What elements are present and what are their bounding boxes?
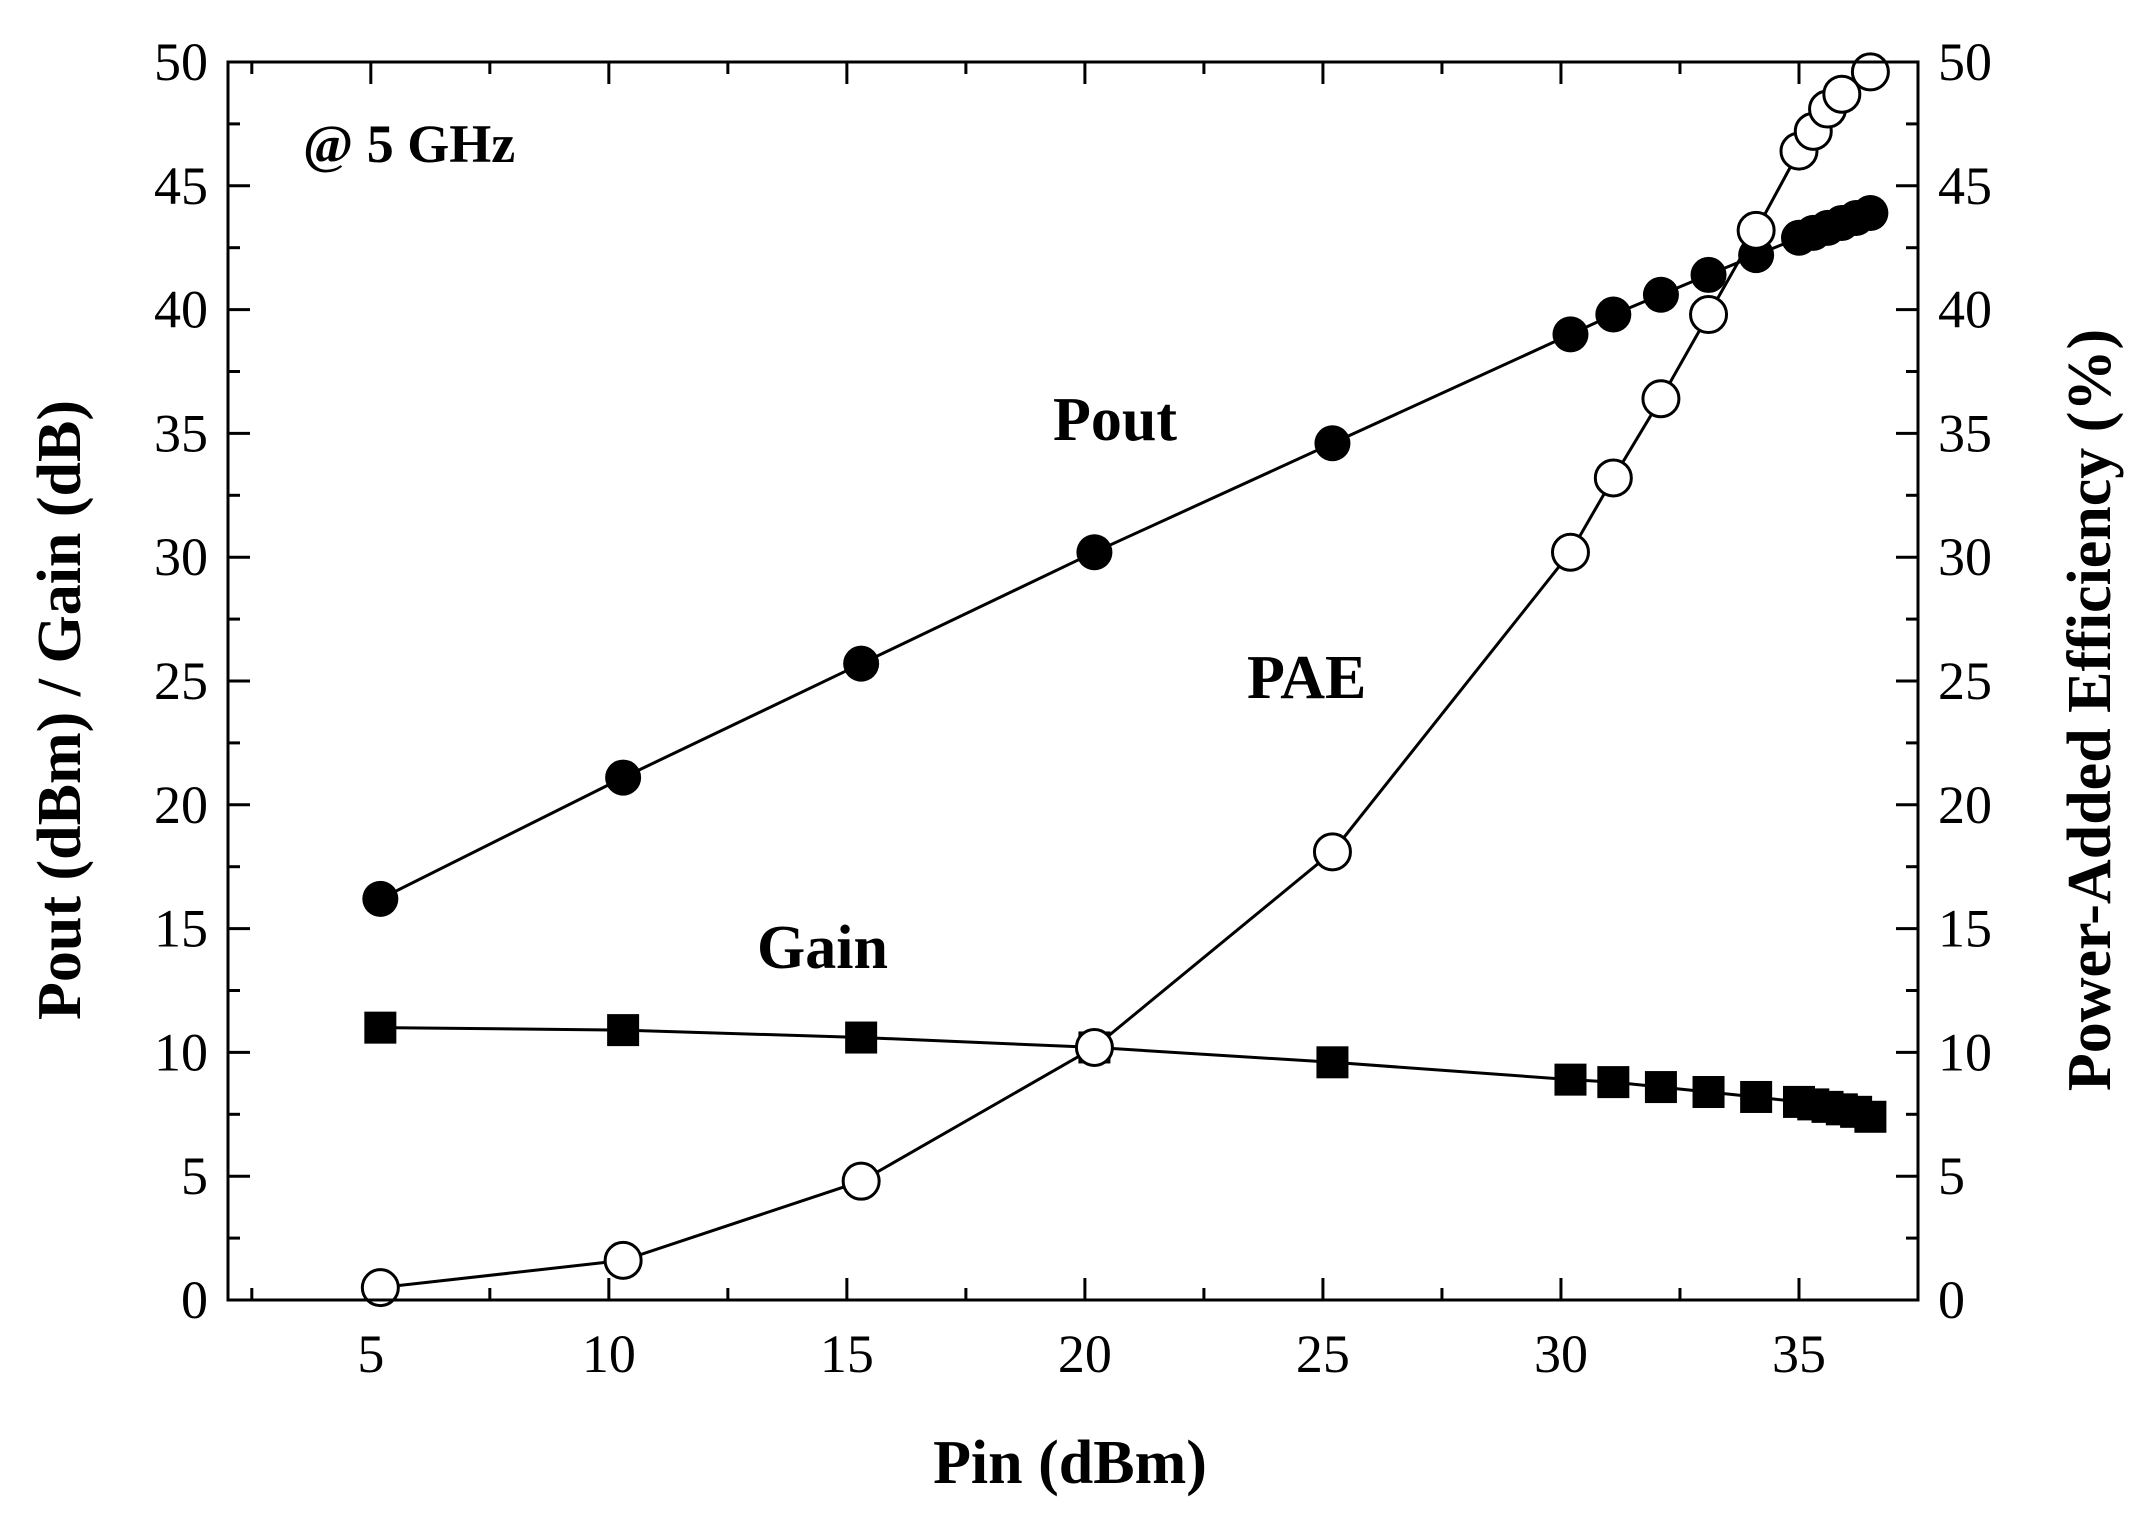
series-line-pout xyxy=(379,211,1871,901)
data-point-pout xyxy=(1690,256,1727,293)
y2-axis-title: Power-Added Efficiency (%) xyxy=(2056,329,2124,1091)
data-point-pae xyxy=(1550,532,1590,572)
data-point-pae xyxy=(841,1161,881,1201)
y2-tick-label: 25 xyxy=(1938,651,1992,711)
data-point-pae xyxy=(603,1240,643,1280)
data-point-gain xyxy=(1316,1046,1349,1079)
y-tick-label: 35 xyxy=(154,403,208,463)
data-point-gain xyxy=(1597,1066,1630,1099)
data-point-gain xyxy=(1644,1071,1677,1104)
x-tick-label: 5 xyxy=(357,1324,384,1384)
y2-tick-label: 50 xyxy=(1938,32,1992,92)
y-tick-label: 15 xyxy=(154,899,208,959)
y-tick-label: 10 xyxy=(154,1022,208,1082)
data-point-pae xyxy=(1850,52,1890,92)
y-tick-label: 50 xyxy=(154,32,208,92)
series-label-pae: PAE xyxy=(1247,644,1366,712)
data-point-gain xyxy=(607,1014,640,1047)
data-point-pout xyxy=(1595,296,1632,333)
plot-frame xyxy=(226,60,1920,1302)
series-label-pout: Pout xyxy=(1053,386,1177,454)
x-axis-title: Pin (dBm) xyxy=(933,1429,1207,1497)
data-point-gain xyxy=(1740,1080,1773,1113)
data-point-pout xyxy=(843,645,880,682)
data-point-gain xyxy=(1554,1063,1587,1096)
x-tick-label: 30 xyxy=(1534,1324,1588,1384)
data-point-pout xyxy=(1852,195,1889,232)
series-layer xyxy=(360,52,1890,1308)
x-tick-label: 35 xyxy=(1772,1324,1826,1384)
data-point-pout xyxy=(1552,316,1589,353)
data-point-pae xyxy=(1736,210,1776,250)
x-tick-label: 20 xyxy=(1058,1324,1112,1384)
data-point-pae xyxy=(360,1268,400,1308)
data-point-pout xyxy=(1642,276,1679,313)
y2-tick-label: 0 xyxy=(1938,1270,1965,1330)
series-line-pae xyxy=(380,70,1872,1290)
data-point-pae xyxy=(1312,832,1352,872)
series-label-gain: Gain xyxy=(757,914,888,982)
y2-tick-label: 45 xyxy=(1938,156,1992,216)
ticks-layer: 5 10 15 20 25 30 35 0 5 10 15 20 25 30 35 40 45 50 0 5 10 15 2… xyxy=(154,32,1992,1384)
data-point-pout xyxy=(1314,425,1351,462)
data-point-gain xyxy=(845,1021,878,1054)
data-point-pae xyxy=(1593,458,1633,498)
data-point-pout xyxy=(362,880,399,917)
data-point-gain xyxy=(364,1011,397,1044)
y-tick-label: 40 xyxy=(154,280,208,340)
data-point-pae xyxy=(1822,74,1862,114)
data-point-gain xyxy=(1854,1100,1887,1133)
y-axis-title: Pout (dBm) / Gain (dB) xyxy=(26,400,94,1020)
y-tick-label: 25 xyxy=(154,651,208,711)
data-point-pout xyxy=(605,759,642,796)
y2-tick-label: 10 xyxy=(1938,1022,1992,1082)
y-tick-label: 30 xyxy=(154,527,208,587)
y2-tick-label: 15 xyxy=(1938,899,1992,959)
y-tick-label: 0 xyxy=(181,1270,208,1330)
data-point-pout xyxy=(1076,534,1113,571)
x-tick-label: 15 xyxy=(820,1324,874,1384)
y2-tick-label: 40 xyxy=(1938,280,1992,340)
y2-tick-label: 30 xyxy=(1938,527,1992,587)
annotation-frequency: @ 5 GHz xyxy=(303,114,515,174)
y2-tick-label: 20 xyxy=(1938,775,1992,835)
x-tick-label: 10 xyxy=(582,1324,636,1384)
y2-tick-label: 35 xyxy=(1938,403,1992,463)
y-tick-label: 20 xyxy=(154,775,208,835)
data-point-pae xyxy=(1689,295,1729,335)
x-tick-label: 25 xyxy=(1296,1324,1350,1384)
data-point-pae xyxy=(1641,379,1681,419)
y-tick-label: 5 xyxy=(181,1146,208,1206)
data-point-pae xyxy=(1074,1027,1114,1067)
y-tick-label: 45 xyxy=(154,156,208,216)
data-point-gain xyxy=(1692,1076,1725,1109)
y2-tick-label: 5 xyxy=(1938,1146,1965,1206)
